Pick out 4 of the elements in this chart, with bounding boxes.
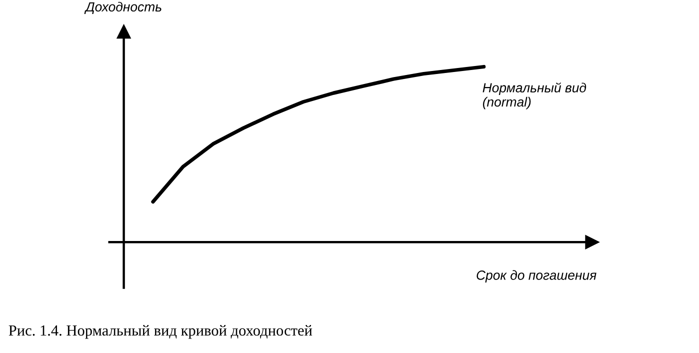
x-axis-title: Срок до погашения	[476, 270, 596, 282]
series-label: Нормальный вид (normal)	[482, 82, 586, 110]
text: Рис. 1.4. Нормальный вид кривой доходностей	[8, 325, 312, 339]
y-axis-title: Доходность	[84, 2, 162, 14]
